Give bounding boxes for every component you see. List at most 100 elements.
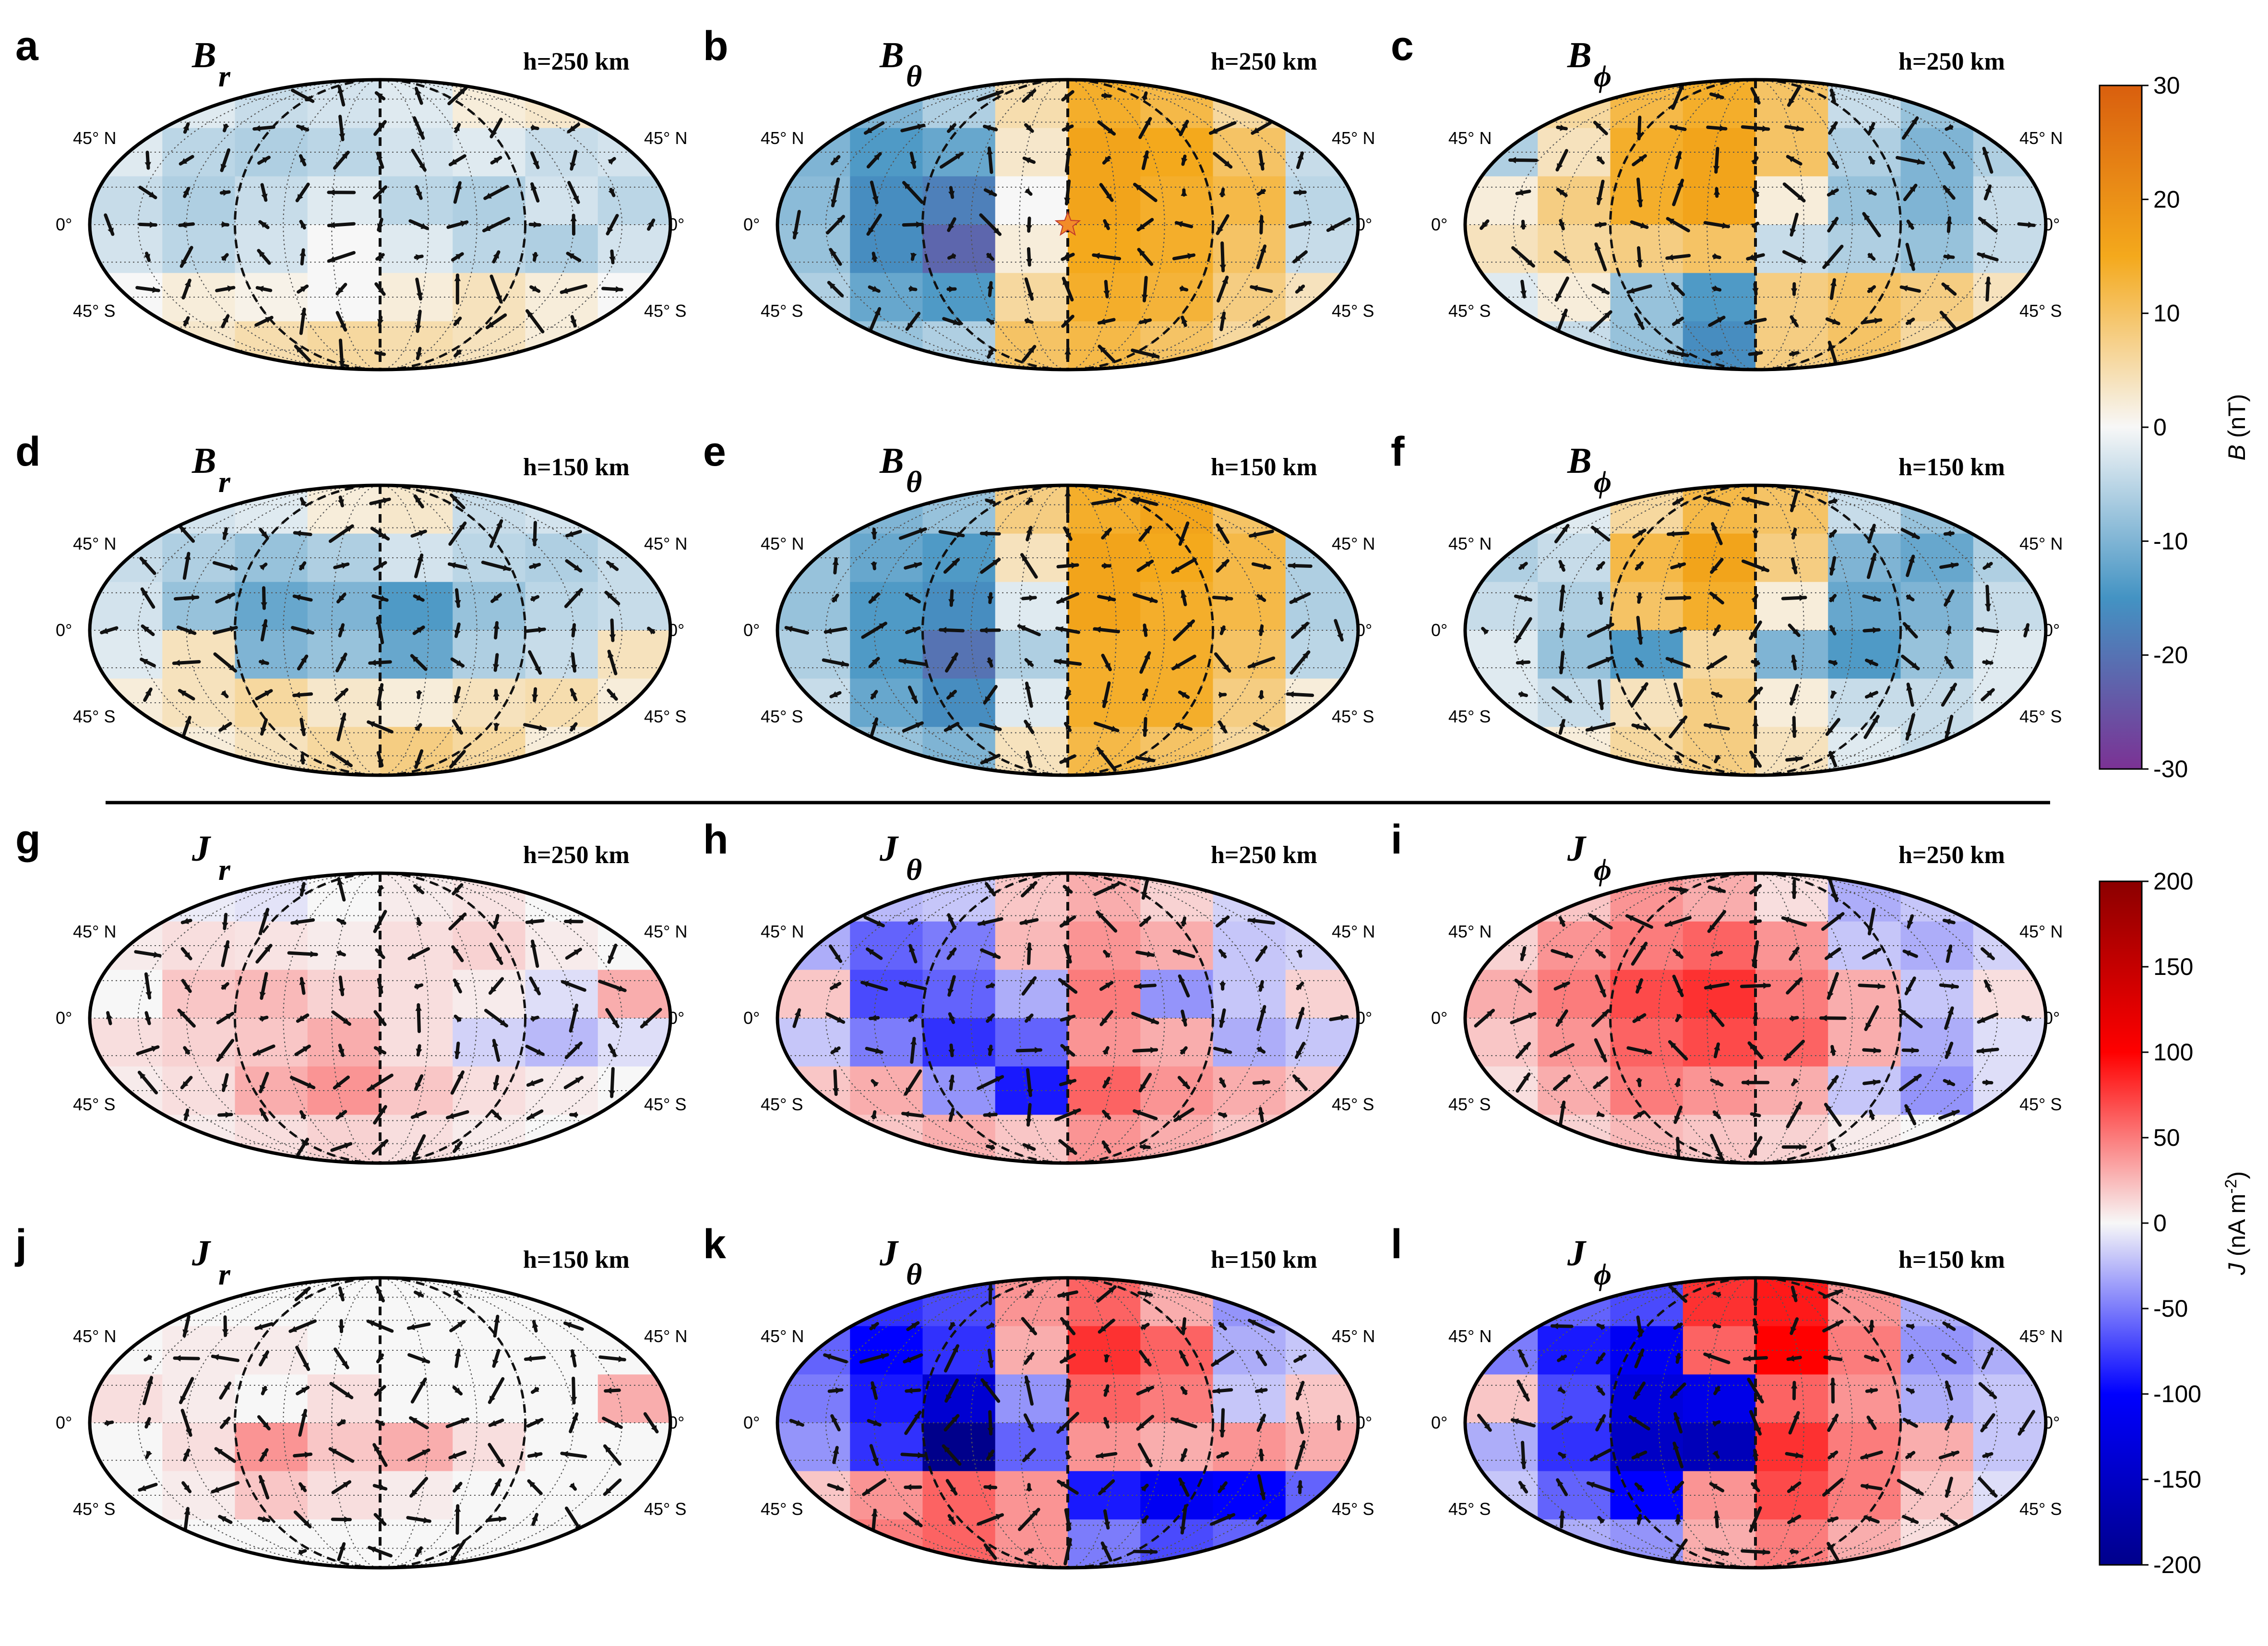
arrow-head <box>1794 979 1801 985</box>
arrow-head <box>915 722 922 729</box>
arrow-head <box>1836 913 1843 920</box>
arrow-head <box>995 1076 1003 1082</box>
arrow-head <box>836 1484 843 1491</box>
arrow-head <box>301 1410 308 1417</box>
arrow-head <box>906 1387 913 1394</box>
panel-letter: j <box>14 1221 27 1267</box>
arrow-head <box>454 275 461 281</box>
heat-cell <box>1973 1115 2046 1163</box>
arrow-head <box>455 726 462 733</box>
lat-label-left: 45° N <box>73 128 116 148</box>
heat-cell <box>1068 873 1141 922</box>
arrow-head <box>1562 255 1569 262</box>
arrow-head <box>1755 1427 1761 1434</box>
meridian-line <box>825 485 1311 775</box>
arrow-head <box>341 1360 348 1368</box>
arrow-head <box>419 1379 425 1386</box>
arrow-head <box>1908 556 1915 563</box>
arrow-head <box>1059 1291 1065 1298</box>
heat-cell <box>307 1326 381 1375</box>
arrow-head <box>1870 1387 1876 1394</box>
arrow-head <box>1173 663 1180 669</box>
arrow-head <box>1716 1152 1723 1159</box>
arrow-head <box>569 125 576 132</box>
arrow-head <box>569 1482 575 1490</box>
heat-cell <box>777 727 851 775</box>
arrow-head <box>1559 1454 1566 1460</box>
arrow-head <box>300 156 306 163</box>
arrow-head <box>909 919 917 925</box>
heat-cell <box>453 176 526 225</box>
arrow-head <box>292 919 298 925</box>
arrow-head <box>376 153 383 160</box>
arrow-head <box>1712 1421 1719 1427</box>
arrow-head <box>1870 157 1876 165</box>
arrow-head <box>300 309 307 316</box>
arrow-head <box>831 595 838 602</box>
heat-cell <box>162 1018 236 1067</box>
dashed-meridian-90 <box>921 80 1214 370</box>
dashed-meridian-90 <box>921 873 1214 1163</box>
arrow-head <box>1175 1114 1182 1120</box>
panel-letter: g <box>15 817 41 863</box>
lat-label-left: 45° S <box>761 1499 803 1519</box>
arrow-head <box>1520 221 1527 228</box>
arrow-head <box>1791 529 1797 536</box>
arrow-head <box>1288 691 1294 698</box>
arrow-head <box>229 564 237 571</box>
arrow-head <box>1180 1479 1186 1486</box>
arrow-head <box>1797 194 1804 201</box>
arrow-head <box>382 497 390 504</box>
arrow-head <box>1520 290 1527 297</box>
arrow-head <box>297 193 303 201</box>
arrow-head <box>1681 351 1688 358</box>
arrow-head <box>988 320 995 326</box>
arrow-head <box>1064 197 1071 204</box>
arrow-head <box>956 531 963 538</box>
heat-cell <box>380 970 454 1019</box>
lat-label-right: 45° S <box>2019 301 2062 321</box>
arrow-head <box>1591 1454 1598 1460</box>
arrow-head <box>528 1481 536 1488</box>
arrow-head <box>1149 596 1157 603</box>
arrow-head <box>179 1010 186 1017</box>
arrow-head <box>1705 496 1711 503</box>
arrow-head <box>328 189 335 196</box>
arrow-head <box>185 1428 192 1435</box>
arrow-head <box>1026 660 1033 666</box>
arrow-head <box>412 656 418 662</box>
heat-cell <box>1610 176 1683 225</box>
heat-cell <box>1683 727 1756 775</box>
arrow-head <box>220 164 227 171</box>
arrow-head <box>1262 1079 1269 1086</box>
lat-label-left: 45° S <box>761 1094 803 1114</box>
arrow-head <box>1219 189 1226 196</box>
map-outline <box>1463 483 2048 777</box>
arrow-head <box>1862 1453 1869 1460</box>
arrow-head <box>1256 1387 1263 1394</box>
component-label: J <box>191 829 211 869</box>
arrow-head <box>379 1018 385 1025</box>
arrow-head <box>1562 525 1568 532</box>
arrow-head <box>1142 729 1148 735</box>
arrow-head <box>531 694 538 701</box>
heat-cell <box>525 970 598 1019</box>
arrow-head <box>1750 631 1756 638</box>
arrow-head <box>1111 725 1118 732</box>
arrow-head <box>416 918 423 925</box>
arrow-head <box>794 1009 801 1017</box>
arrow-head <box>1829 1379 1836 1385</box>
arrow-head <box>1141 1324 1148 1331</box>
arrow-head <box>151 1045 158 1052</box>
arrow-head <box>1024 157 1031 164</box>
heat-cell <box>850 176 923 225</box>
arrow-head <box>258 251 265 257</box>
arrow-head <box>1909 263 1915 269</box>
arrow-head <box>1218 1079 1225 1086</box>
arrow-head <box>1481 221 1488 228</box>
arrow-head <box>1025 317 1032 324</box>
lat-label-right: 45° N <box>2019 534 2063 553</box>
arrow-head <box>1628 287 1635 294</box>
arrow-head <box>337 878 344 886</box>
